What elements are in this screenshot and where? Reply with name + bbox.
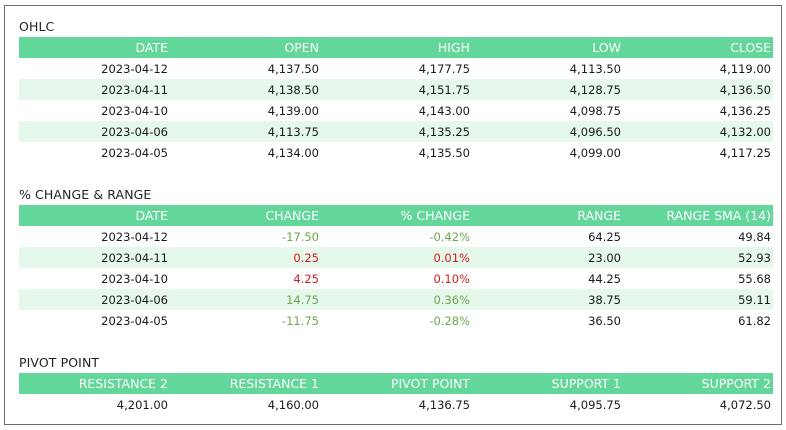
change-range-table: DATE CHANGE % CHANGE RANGE RANGE SMA (14… [19,205,773,331]
change-header-row: DATE CHANGE % CHANGE RANGE RANGE SMA (14… [19,205,773,226]
high-cell: 4,151.75 [321,79,472,100]
high-cell: 4,177.75 [418,61,470,76]
table-row: 2023-04-12 -17.50 -0.42% 64.25 49.84 [19,226,773,247]
low-cell: 4,096.50 [472,121,623,142]
col-header-low[interactable]: LOW [472,37,623,58]
col-header-pivot-point[interactable]: PIVOT POINT [321,373,472,394]
col-header-resistance-1[interactable]: RESISTANCE 1 [170,373,321,394]
pct-change-cell: 0.01% [321,247,472,268]
change-cell: -17.50 [281,229,319,244]
col-header-support-2[interactable]: SUPPORT 2 [623,373,773,394]
table-row: 2023-04-05 -11.75 -0.28% 36.50 61.82 [19,310,773,331]
col-header-close[interactable]: CLOSE [623,37,773,58]
open-cell: 4,137.50 [267,61,319,76]
resistance-1-cell: 4,160.00 [267,397,319,412]
table-row: 2023-04-12 4,137.50 4,177.75 4,113.50 4,… [19,58,773,79]
table-row: 2023-04-11 0.25 0.01% 23.00 52.93 [19,247,773,268]
high-cell: 4,143.00 [418,103,470,118]
col-header-date[interactable]: DATE [19,37,170,58]
open-cell: 4,138.50 [170,79,321,100]
date-cell: 2023-04-12 [101,229,168,244]
date-cell: 2023-04-10 [101,271,168,286]
range-sma-cell: 61.82 [738,313,771,328]
col-header-pct-change[interactable]: % CHANGE [321,205,472,226]
range-cell: 44.25 [588,271,621,286]
col-header-change[interactable]: CHANGE [170,205,321,226]
change-cell: 14.75 [170,289,321,310]
change-cell: 0.25 [170,247,321,268]
col-header-range[interactable]: RANGE [472,205,623,226]
date-cell: 2023-04-11 [19,79,170,100]
table-row: 2023-04-11 4,138.50 4,151.75 4,128.75 4,… [19,79,773,100]
market-data-panel: OHLC DATE OPEN HIGH LOW CLOSE 2023-04-12… [4,5,782,425]
range-cell: 36.50 [588,313,621,328]
resistance-2-cell: 4,201.00 [116,397,168,412]
date-cell: 2023-04-06 [19,289,170,310]
pivot-title: PIVOT POINT [19,355,100,370]
close-cell: 4,117.25 [719,145,771,160]
pivot-point-cell: 4,136.75 [418,397,470,412]
ohlc-section: OHLC DATE OPEN HIGH LOW CLOSE 2023-04-12… [19,17,773,163]
date-cell: 2023-04-10 [101,103,168,118]
change-cell: 4.25 [293,271,319,286]
high-cell: 4,135.50 [418,145,470,160]
date-cell: 2023-04-05 [101,145,168,160]
col-header-date[interactable]: DATE [19,205,170,226]
date-cell: 2023-04-06 [19,121,170,142]
pivot-table: RESISTANCE 2 RESISTANCE 1 PIVOT POINT SU… [19,373,773,415]
pct-change-cell: -0.28% [429,313,470,328]
high-cell: 4,135.25 [321,121,472,142]
table-row: 2023-04-10 4.25 0.10% 44.25 55.68 [19,268,773,289]
col-header-resistance-2[interactable]: RESISTANCE 2 [19,373,170,394]
col-header-open[interactable]: OPEN [170,37,321,58]
pivot-header-row: RESISTANCE 2 RESISTANCE 1 PIVOT POINT SU… [19,373,773,394]
pct-change-cell: -0.42% [429,229,470,244]
col-header-support-1[interactable]: SUPPORT 1 [472,373,623,394]
range-cell: 23.00 [472,247,623,268]
low-cell: 4,128.75 [472,79,623,100]
table-row: 2023-04-10 4,139.00 4,143.00 4,098.75 4,… [19,100,773,121]
change-range-title: % CHANGE & RANGE [19,187,152,202]
close-cell: 4,136.25 [719,103,771,118]
range-cell: 38.75 [472,289,623,310]
range-sma-cell: 59.11 [623,289,773,310]
support-2-cell: 4,072.50 [719,397,771,412]
date-cell: 2023-04-05 [101,313,168,328]
close-cell: 4,136.50 [623,79,773,100]
range-sma-cell: 55.68 [738,271,771,286]
support-1-cell: 4,095.75 [569,397,621,412]
close-cell: 4,132.00 [623,121,773,142]
change-range-section: % CHANGE & RANGE DATE CHANGE % CHANGE RA… [19,185,773,331]
table-row: 4,201.00 4,160.00 4,136.75 4,095.75 4,07… [19,394,773,415]
ohlc-table: DATE OPEN HIGH LOW CLOSE 2023-04-12 4,13… [19,37,773,163]
col-header-high[interactable]: HIGH [321,37,472,58]
change-cell: -11.75 [281,313,319,328]
range-sma-cell: 52.93 [623,247,773,268]
pivot-section: PIVOT POINT RESISTANCE 2 RESISTANCE 1 PI… [19,353,773,415]
ohlc-title: OHLC [19,19,55,34]
ohlc-header-row: DATE OPEN HIGH LOW CLOSE [19,37,773,58]
range-cell: 64.25 [588,229,621,244]
col-header-range-sma[interactable]: RANGE SMA (14) [623,205,773,226]
date-cell: 2023-04-12 [101,61,168,76]
open-cell: 4,134.00 [267,145,319,160]
table-row: 2023-04-06 4,113.75 4,135.25 4,096.50 4,… [19,121,773,142]
close-cell: 4,119.00 [719,61,771,76]
open-cell: 4,139.00 [267,103,319,118]
date-cell: 2023-04-11 [19,247,170,268]
range-sma-cell: 49.84 [738,229,771,244]
table-row: 2023-04-06 14.75 0.36% 38.75 59.11 [19,289,773,310]
low-cell: 4,113.50 [569,61,621,76]
low-cell: 4,099.00 [569,145,621,160]
pct-change-cell: 0.36% [321,289,472,310]
open-cell: 4,113.75 [170,121,321,142]
low-cell: 4,098.75 [569,103,621,118]
table-row: 2023-04-05 4,134.00 4,135.50 4,099.00 4,… [19,142,773,163]
pct-change-cell: 0.10% [433,271,470,286]
